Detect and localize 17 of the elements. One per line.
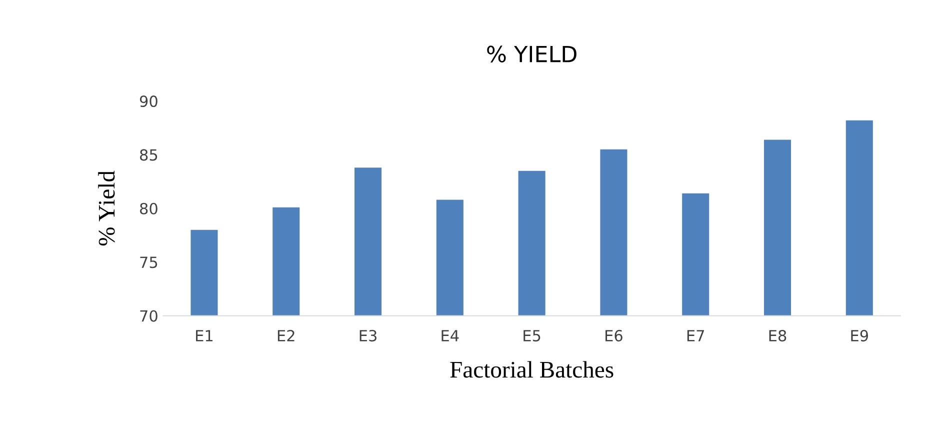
y-tick-label: 85: [140, 149, 158, 161]
x-tick-label: E5: [524, 330, 540, 342]
x-tick-label: E6: [606, 330, 622, 342]
x-tick-label: E8: [769, 330, 786, 342]
x-tick-label: E9: [851, 330, 868, 342]
x-tick-label: E3: [360, 330, 376, 342]
y-tick-label: 80: [140, 202, 158, 214]
chart-title: % YIELD: [487, 46, 576, 62]
x-axis-title: Factorial Batches: [450, 361, 614, 378]
x-tick-label: E7: [687, 330, 704, 342]
y-tick-label: 90: [140, 96, 158, 108]
x-tick-label: E4: [442, 330, 459, 342]
y-axis-title: % Yield: [98, 170, 115, 246]
x-tick-label: E2: [278, 330, 294, 342]
x-tick-label: E1: [196, 330, 212, 342]
y-tick-label: 75: [140, 256, 158, 268]
y-tick-label: 70: [140, 310, 158, 322]
